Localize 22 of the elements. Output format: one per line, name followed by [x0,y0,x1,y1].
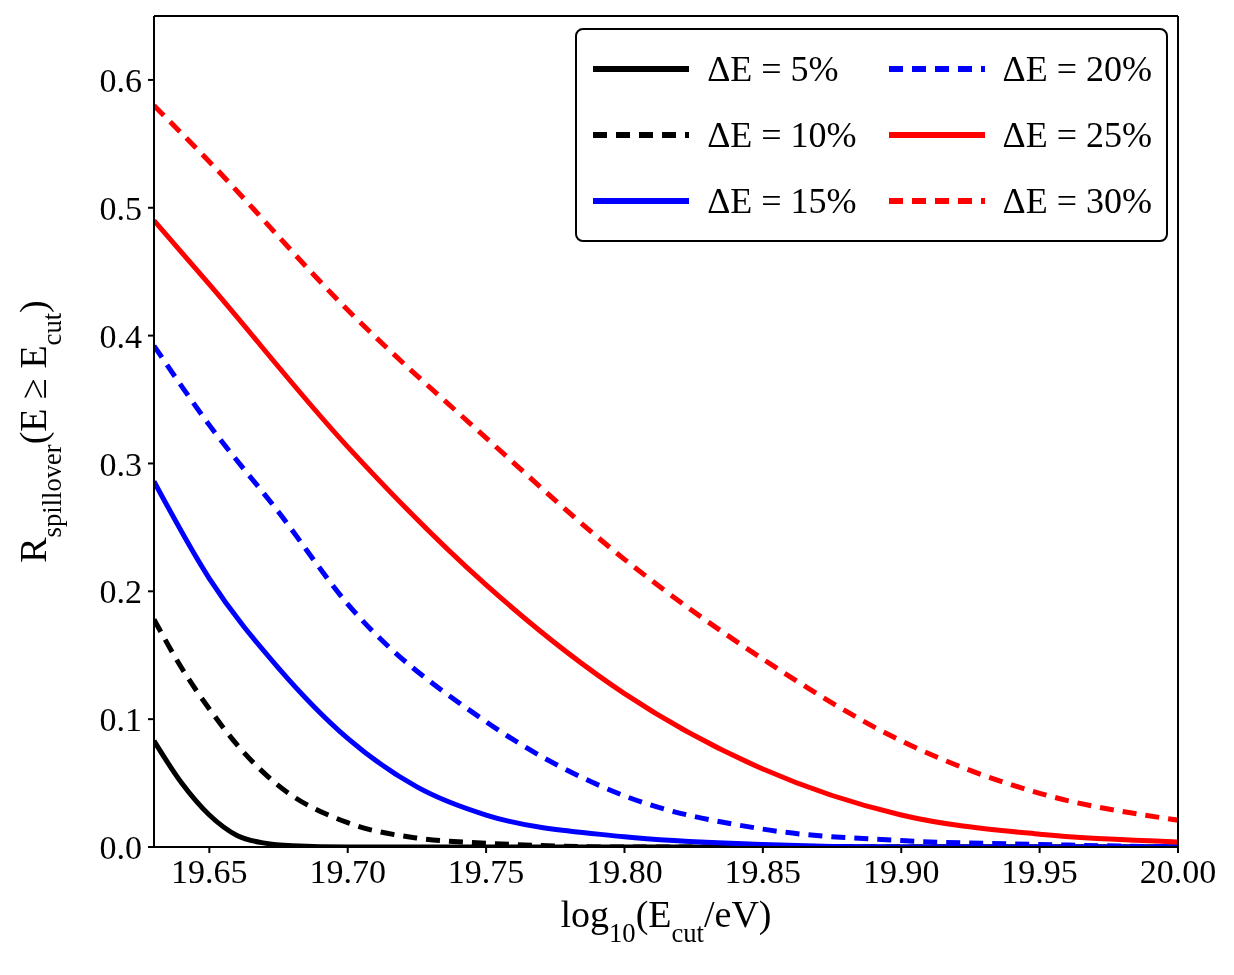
x-axis-title: log$_{10}$(E$_{cut}$/eV) [560,893,772,948]
y-tick-label: 0.2 [99,573,142,611]
y-tick-label: 0.1 [99,701,142,739]
x-tick-label: 20.00 [1139,853,1217,891]
x-tick-label: 19.95 [1001,853,1078,891]
y-tick-label: 0.3 [99,445,142,483]
x-tick-label: 19.75 [447,853,525,891]
x-tick-label: 19.70 [309,853,386,891]
legend-label: ΔE = 15% [707,180,857,222]
x-tick-label: 19.85 [724,853,802,891]
legend-label: ΔE = 10% [707,114,857,156]
y-tick-label: 0.6 [99,61,142,99]
y-tick-label: 0.0 [99,829,142,867]
legend-label: ΔE = 20% [1002,48,1152,90]
x-tick-label: 19.65 [171,853,248,891]
legend-label: ΔE = 5% [707,48,839,90]
y-tick-label: 0.4 [99,317,142,355]
legend-label: ΔE = 25% [1002,114,1152,156]
x-tick-label: 19.90 [862,853,940,891]
legend-label: ΔE = 30% [1002,180,1152,222]
y-tick-label: 0.5 [99,189,142,227]
x-tick-label: 19.80 [586,853,663,891]
